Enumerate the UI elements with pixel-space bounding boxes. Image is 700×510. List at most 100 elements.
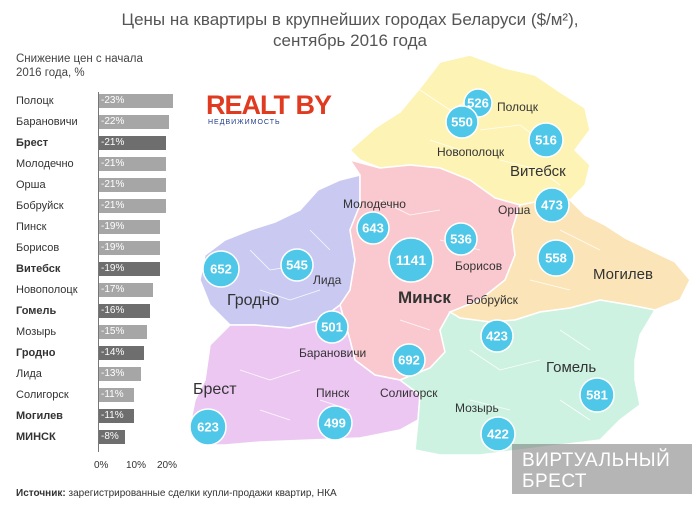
bar	[99, 94, 173, 108]
logo-subtext: НЕДВИЖИМОСТЬ	[208, 119, 281, 126]
bar-row: Витебск -19%	[0, 260, 200, 280]
x-tick-20: 20%	[157, 460, 178, 471]
price-circle[interactable]	[579, 377, 615, 413]
price-circle[interactable]	[444, 222, 478, 256]
bar-row: Молодечно -21%	[0, 155, 200, 175]
bar-value-label: -8%	[101, 431, 119, 442]
watermark: ВИРТУАЛЬНЫЙ БРЕСТ	[512, 444, 692, 494]
bar-row: Могилев -11%	[0, 407, 200, 427]
bar-category-label: Мозырь	[16, 326, 57, 338]
watermark-line2: БРЕСТ	[522, 471, 588, 492]
page-title: Цены на квартиры в крупнейших городах Бе…	[121, 10, 579, 29]
bar	[99, 241, 160, 255]
bar-value-label: -16%	[101, 305, 125, 316]
price-circle[interactable]	[528, 122, 564, 158]
x-tick-0: 0%	[94, 460, 109, 471]
bar	[99, 262, 160, 276]
bar-category-label: Полоцк	[16, 95, 54, 107]
bar-row: Орша -21%	[0, 176, 200, 196]
price-circle[interactable]	[480, 319, 514, 353]
bar-row: Полоцк -23%	[0, 92, 200, 112]
city-label: Новополоцк	[437, 145, 505, 159]
price-value: 545	[286, 258, 308, 273]
bar-row: Пинск -19%	[0, 218, 200, 238]
bar-value-label: -19%	[101, 221, 125, 232]
bar-row: Бобруйск -21%	[0, 197, 200, 217]
bar-category-label: Барановичи	[16, 116, 78, 128]
bar	[99, 283, 154, 297]
bar-value-label: -14%	[101, 347, 125, 358]
city-label: Лида	[313, 273, 342, 287]
price-value: 526	[467, 96, 489, 111]
bar-value-label: -19%	[101, 242, 125, 253]
logo-text: REALT BY	[206, 90, 332, 120]
price-circle[interactable]	[480, 416, 516, 452]
price-circle[interactable]	[189, 408, 227, 446]
bar-category-label: Борисов	[16, 242, 60, 254]
bar-row: Гомель -16%	[0, 302, 200, 322]
city-label: Солигорск	[380, 386, 438, 400]
bar-value-label: -21%	[101, 179, 125, 190]
price-value: 516	[535, 133, 557, 148]
price-circle[interactable]	[392, 343, 426, 377]
city-label: Брест	[193, 381, 237, 398]
price-value: 558	[545, 251, 567, 266]
price-circle[interactable]	[315, 310, 349, 344]
price-value: 473	[541, 198, 563, 213]
price-value: 536	[450, 232, 472, 247]
price-value: 581	[586, 388, 608, 403]
bar	[99, 136, 167, 150]
bar-row: Гродно -14%	[0, 344, 200, 364]
price-circle[interactable]	[202, 250, 240, 288]
bar	[99, 199, 167, 213]
price-value: 652	[210, 262, 232, 277]
bar	[99, 409, 135, 423]
bar-row: Борисов -19%	[0, 239, 200, 259]
price-circle[interactable]	[356, 211, 390, 245]
city-label: Полоцк	[497, 100, 539, 114]
bar-row: Новополоцк -17%	[0, 281, 200, 301]
bar-category-label: Новополоцк	[16, 284, 78, 296]
bar	[99, 220, 160, 234]
price-circle[interactable]	[388, 237, 434, 283]
price-circle[interactable]	[537, 239, 575, 277]
bar-category-label: Брест	[16, 137, 49, 149]
city-label: Молодечно	[343, 197, 406, 211]
city-label: Гродно	[227, 292, 279, 309]
source-note: Источник: зарегистрированные сделки купл…	[16, 488, 337, 499]
decline-bar-chart: Полоцк -23% Барановичи -22% Брест -21% Молодеч…	[0, 92, 200, 457]
price-circle[interactable]	[280, 248, 314, 282]
bar-value-label: -11%	[101, 389, 124, 400]
bar-category-label: Молодечно	[16, 158, 74, 170]
bar-row: Барановичи -22%	[0, 113, 200, 133]
bar-value-label: -21%	[101, 200, 125, 211]
district-borders	[239, 89, 651, 421]
bar-row: МИНСК -8%	[0, 428, 200, 448]
bar	[99, 325, 147, 339]
city-label: Орша	[498, 203, 531, 217]
bar-value-label: -11%	[101, 410, 124, 421]
price-circle[interactable]	[317, 405, 353, 441]
bar-value-label: -21%	[101, 158, 125, 169]
price-value: 692	[398, 353, 420, 368]
price-value: 422	[487, 427, 509, 442]
price-value: 623	[197, 420, 219, 435]
price-circle[interactable]	[445, 105, 479, 139]
bar-value-label: -19%	[101, 263, 125, 274]
price-circle[interactable]	[534, 187, 570, 223]
region-gomel[interactable]	[398, 299, 657, 456]
bar-category-label: Лида	[16, 368, 42, 380]
bar-category-label: Пинск	[16, 221, 47, 233]
price-value: 550	[451, 115, 473, 130]
bar-category-label: Гомель	[16, 305, 57, 317]
price-value: 1141	[396, 252, 427, 268]
bar-category-label: Орша	[16, 179, 46, 191]
city-label: Барановичи	[299, 346, 366, 360]
bar-value-label: -13%	[101, 368, 125, 379]
price-value: 499	[324, 416, 346, 431]
watermark-line1: ВИРТУАЛЬНЫЙ	[522, 450, 671, 471]
bar-category-label: Бобруйск	[16, 200, 64, 212]
bar	[99, 430, 125, 444]
bar	[99, 388, 135, 402]
